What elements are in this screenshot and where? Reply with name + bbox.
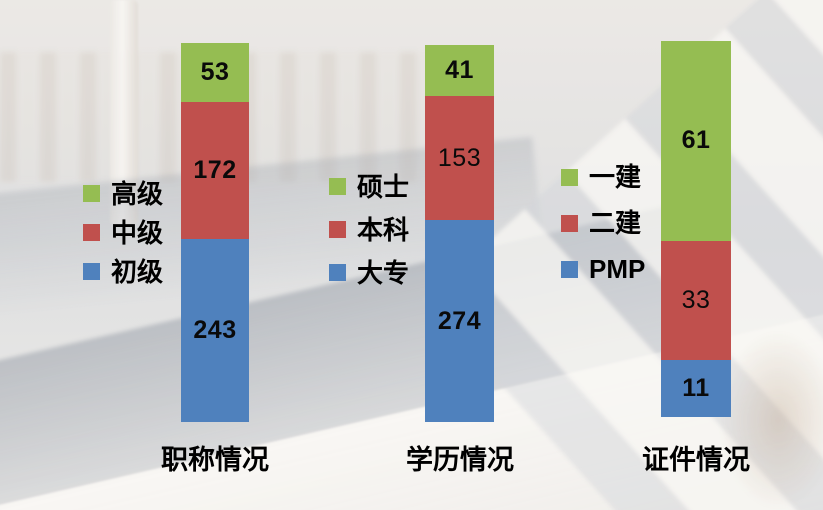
chimney-decor bbox=[110, 0, 138, 225]
gravel-decor bbox=[718, 330, 823, 510]
